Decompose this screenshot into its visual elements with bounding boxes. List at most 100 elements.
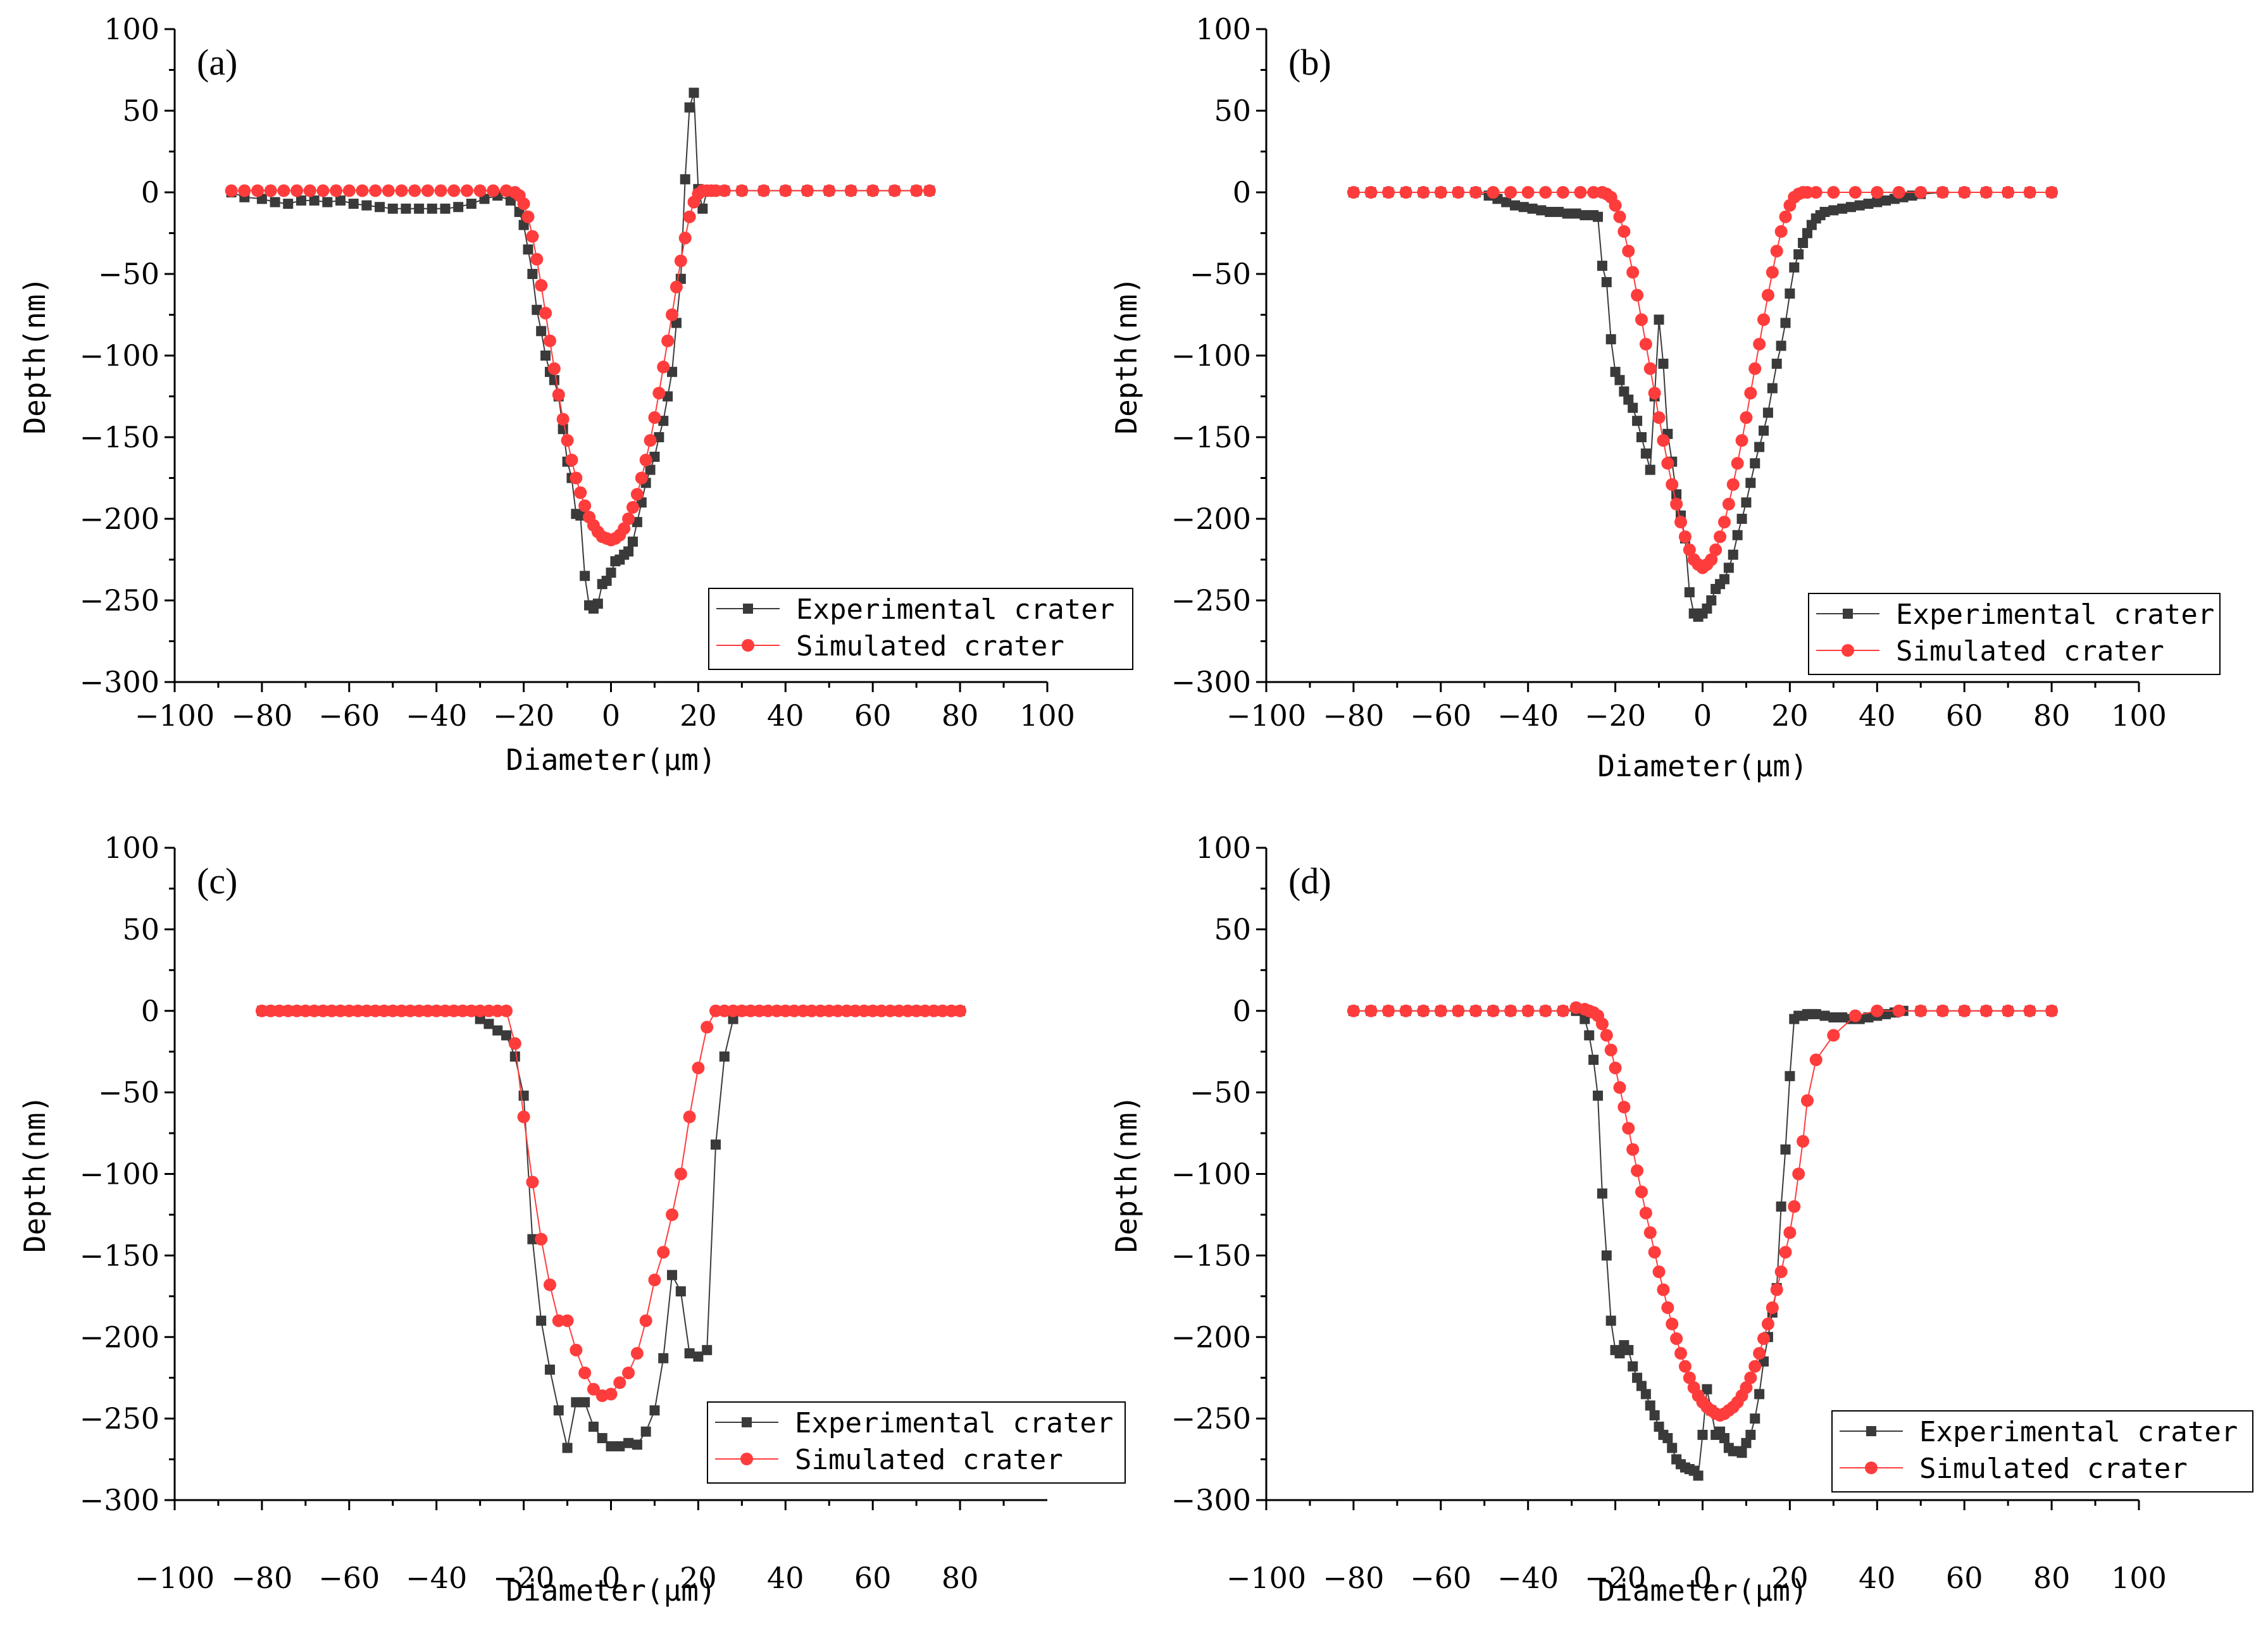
data-point-simulated [1914, 1004, 1928, 1017]
data-point-simulated [910, 184, 923, 197]
legend-label-experimental: Experimental crater [796, 593, 1114, 626]
data-point-experimental [1654, 1422, 1664, 1432]
data-point-simulated [648, 411, 661, 425]
data-point-experimental [1819, 206, 1830, 217]
data-point-simulated [866, 1004, 880, 1017]
data-point-experimental [1545, 206, 1555, 217]
y-tick-label: −200 [80, 1320, 159, 1354]
x-tick-label: 60 [854, 1561, 892, 1595]
data-point-simulated [1683, 1371, 1696, 1384]
legend-marker-simulated [742, 639, 754, 652]
data-point-experimental [1754, 1389, 1765, 1399]
series-line [1353, 192, 2052, 618]
data-point-experimental [1640, 1389, 1651, 1399]
data-point-experimental [309, 195, 320, 206]
data-point-simulated [439, 1004, 452, 1017]
data-point-simulated [447, 1004, 461, 1017]
data-point-experimental [1645, 1400, 1655, 1411]
data-point-simulated [1757, 313, 1771, 326]
legend: Experimental crater Simulated crater [1808, 593, 2221, 675]
data-point-simulated [460, 184, 473, 197]
data-point-simulated [556, 413, 570, 426]
data-point-simulated [618, 522, 631, 535]
data-point-simulated [1792, 1167, 1805, 1181]
data-point-simulated [1347, 186, 1360, 199]
data-point-experimental [1580, 210, 1590, 221]
data-point-experimental [1571, 208, 1581, 219]
data-point-experimental [1667, 1443, 1678, 1453]
data-point-experimental [623, 546, 634, 557]
data-point-simulated [1661, 1301, 1674, 1314]
data-point-experimental [1793, 249, 1804, 260]
data-point-simulated [918, 1004, 932, 1017]
data-point-simulated [1761, 1317, 1774, 1331]
data-point-simulated [849, 1004, 862, 1017]
data-point-experimental [580, 1397, 590, 1408]
data-point-simulated [2023, 186, 2036, 199]
legend-marker-experimental [1866, 1426, 1876, 1436]
data-point-experimental [348, 199, 359, 209]
data-point-experimental [1762, 407, 1773, 418]
data-point-experimental [580, 571, 590, 581]
panel-label: (a) [197, 42, 237, 83]
data-point-simulated [1635, 1185, 1648, 1198]
data-point-experimental [1553, 206, 1564, 217]
data-point-experimental [1632, 1372, 1643, 1383]
x-tick-label: 0 [602, 698, 620, 733]
data-point-simulated [316, 184, 330, 197]
data-point-experimental [1776, 1201, 1786, 1212]
data-point-experimental [1845, 202, 1856, 213]
data-point-simulated [1766, 266, 1779, 279]
y-axis-title: Depth(nm) [1109, 1095, 1143, 1253]
data-point-experimental [597, 1433, 608, 1444]
data-point-simulated [1521, 186, 1535, 199]
data-point-experimental [1750, 458, 1760, 469]
data-point-simulated [1753, 1347, 1766, 1360]
x-tick-label: −20 [493, 698, 554, 733]
data-point-simulated [1364, 186, 1378, 199]
data-point-simulated [1587, 186, 1600, 199]
x-tick-label: 60 [1946, 698, 1983, 733]
data-point-simulated [1678, 1360, 1692, 1373]
data-point-simulated [1666, 478, 1679, 491]
data-point-simulated [447, 184, 461, 197]
data-point-simulated [1504, 186, 1517, 199]
data-point-simulated [927, 1004, 940, 1017]
x-tick-label: −60 [318, 1561, 380, 1595]
data-point-simulated [561, 1314, 574, 1327]
data-point-experimental [1518, 202, 1529, 213]
data-point-simulated [1652, 1265, 1666, 1279]
data-point-simulated [945, 1004, 958, 1017]
y-tick-label: −150 [1171, 420, 1251, 454]
data-point-experimental [1527, 203, 1538, 214]
y-tick-label: −300 [80, 665, 159, 699]
data-point-experimental [1610, 366, 1621, 377]
data-point-simulated [709, 184, 722, 197]
data-point-simulated [761, 1004, 775, 1017]
data-point-simulated [1539, 1004, 1552, 1017]
data-point-experimental [684, 102, 695, 113]
data-point-simulated [840, 1004, 853, 1017]
data-point-simulated [1417, 1004, 1430, 1017]
data-point-experimental [1614, 375, 1625, 385]
data-point-experimental [1828, 1012, 1839, 1023]
data-point-simulated [1574, 186, 1587, 199]
data-point-experimental [697, 203, 708, 214]
data-point-simulated [1399, 1004, 1412, 1017]
data-point-experimental [1640, 448, 1651, 459]
x-tick-label: 20 [1771, 1561, 1809, 1595]
x-tick-label: −20 [1585, 698, 1646, 733]
y-tick-label: −50 [1190, 257, 1251, 291]
data-point-simulated [1631, 289, 1644, 302]
legend-marker-experimental [743, 604, 753, 614]
data-point-simulated [508, 1037, 521, 1050]
data-point-simulated [1914, 186, 1928, 199]
data-point-simulated [530, 252, 544, 266]
data-point-experimental [1684, 587, 1695, 598]
x-tick-label: 0 [602, 1561, 620, 1595]
y-tick-label: −100 [80, 338, 159, 373]
data-point-experimental [296, 195, 306, 206]
legend-label-simulated: Simulated crater [1919, 1453, 2188, 1485]
